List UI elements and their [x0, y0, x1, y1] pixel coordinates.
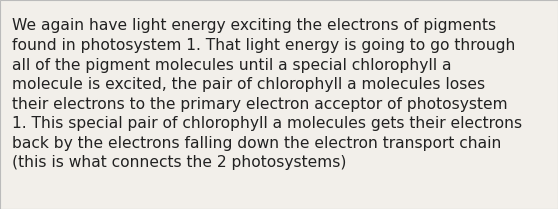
Text: We again have light energy exciting the electrons of pigments
found in photosyst: We again have light energy exciting the … — [12, 18, 522, 170]
